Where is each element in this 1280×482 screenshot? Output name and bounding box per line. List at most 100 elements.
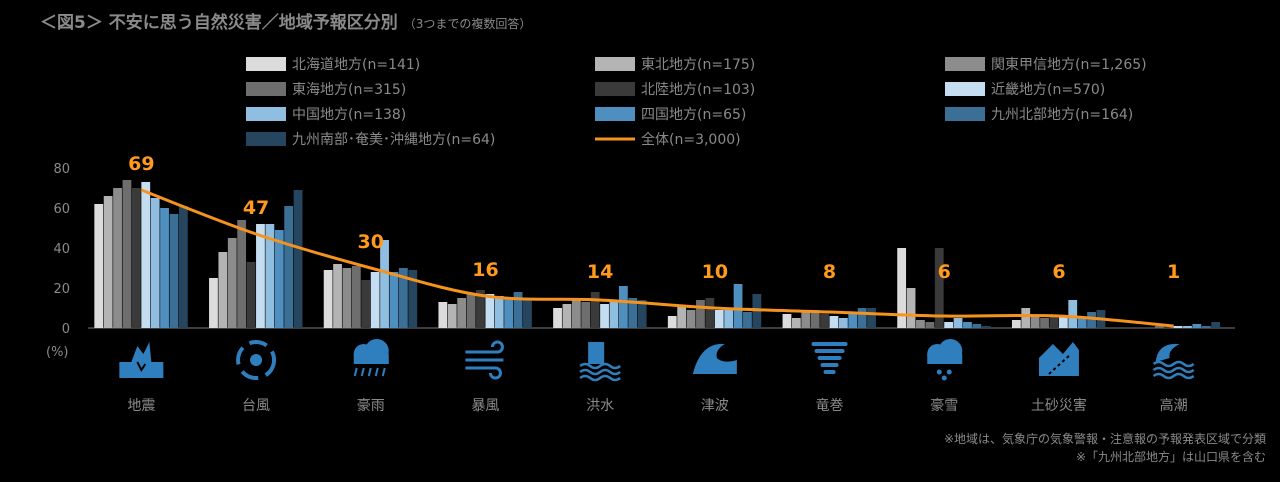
category-label-9: 高潮: [1160, 397, 1188, 414]
bar-0-1: [103, 196, 113, 328]
bar-8-3: [1040, 318, 1049, 328]
bar-8-6: [1068, 300, 1078, 328]
bar-6-9: [867, 308, 876, 328]
bar-4-6: [609, 300, 619, 328]
bar-6-7: [848, 312, 858, 328]
bar-4-9: [637, 300, 647, 328]
bar-9-7: [1192, 324, 1202, 328]
total-label-3: 16: [472, 259, 498, 281]
bar-0-4: [131, 188, 141, 328]
y-axis-label: (%): [46, 345, 69, 360]
total-label-5: 10: [702, 261, 728, 283]
bar-3-8: [513, 292, 523, 328]
bar-0-7: [160, 208, 169, 328]
flood-icon: [579, 342, 621, 382]
legend-label-0: 北海道地方(n=141): [292, 57, 420, 73]
legend-label-10: 全体(n=3,000): [641, 131, 741, 148]
legend-label-7: 四国地方(n=65): [641, 107, 746, 123]
bar-1-0: [209, 278, 218, 328]
bar-4-5: [600, 304, 609, 328]
bar-8-8: [1087, 312, 1096, 328]
category-label-8: 土砂災害: [1031, 398, 1087, 414]
bar-1-6: [265, 224, 275, 328]
bar-0-3: [122, 180, 132, 328]
bar-3-9: [523, 300, 532, 328]
bar-7-6: [953, 318, 963, 328]
legend-label-4: 北陸地方(n=103): [641, 82, 755, 98]
bar-3-5: [485, 294, 495, 328]
bar-2-9: [408, 270, 418, 328]
landslide-icon: [1038, 342, 1079, 376]
bar-0-2: [113, 188, 122, 328]
bar-0-9: [178, 206, 188, 328]
legend-label-1: 東北地方(n=175): [641, 57, 755, 73]
legend-swatch-7: [595, 107, 635, 121]
bar-2-2: [342, 268, 352, 328]
total-label-1: 47: [243, 197, 269, 219]
bar-1-1: [218, 252, 228, 328]
bar-0-8: [169, 214, 179, 328]
bar-5-7: [733, 284, 743, 328]
bar-4-3: [581, 302, 591, 328]
bar-7-2: [916, 320, 925, 328]
bar-7-7: [963, 322, 972, 328]
bar-8-0: [1011, 320, 1021, 328]
legend-swatch-4: [595, 82, 635, 96]
bars: [94, 180, 1221, 328]
category-label-5: 津波: [701, 398, 729, 414]
category-label-6: 竜巻: [816, 397, 844, 414]
bar-1-4: [246, 262, 256, 328]
bar-4-7: [618, 286, 628, 328]
total-series-line: [140, 188, 1174, 328]
bar-5-8: [743, 312, 752, 328]
typhoon-icon: [236, 340, 277, 380]
bar-9-3: [1154, 326, 1164, 328]
chart-title: ＜図5＞ 不安に思う自然災害／地域予報区分別 （3つまでの複数回答）: [40, 8, 531, 33]
legend-swatch-2: [945, 57, 985, 71]
category-labels: 地震 台風 豪雨 暴風 洪水 津波 竜巻 豪雪 土砂災害 高潮: [127, 397, 1187, 414]
bar-4-8: [628, 298, 638, 328]
bar-4-4: [590, 292, 600, 328]
footnote-2: ※「九州北部地方」は山口県を含む: [1075, 450, 1266, 464]
title-text: ＜図5＞ 不安に思う自然災害／地域予報区分別: [40, 13, 398, 33]
bar-0-0: [94, 204, 104, 328]
bar-8-7: [1077, 318, 1087, 328]
bar-3-2: [457, 298, 467, 328]
legend-swatch-8: [945, 107, 985, 121]
total-label-9: 1: [1167, 261, 1180, 283]
bar-6-8: [857, 308, 867, 328]
category-label-4: 洪水: [586, 398, 614, 414]
bar-6-1: [791, 318, 801, 328]
legend: 北海道地方(n=141) 東北地方(n=175) 関東甲信地方(n=1,265) 東海…: [246, 57, 1147, 148]
bar-2-1: [333, 264, 342, 328]
bar-5-0: [667, 316, 677, 328]
bar-7-5: [944, 322, 954, 328]
bar-3-3: [466, 294, 476, 328]
y-tick-3: 60: [53, 202, 70, 217]
bar-1-5: [256, 224, 265, 328]
bar-4-1: [562, 304, 572, 328]
bar-9-5: [1173, 326, 1183, 328]
bar-7-4: [934, 248, 944, 328]
bar-0-6: [150, 198, 160, 328]
bar-1-8: [284, 206, 294, 328]
storm-wind-icon: [465, 340, 504, 380]
bar-1-9: [293, 190, 303, 328]
bar-1-3: [237, 220, 247, 328]
legend-label-2: 関東甲信地方(n=1,265): [991, 57, 1147, 73]
bar-5-3: [696, 300, 705, 328]
bar-3-6: [494, 296, 504, 328]
total-label-0: 69: [128, 153, 154, 175]
y-tick-2: 40: [53, 242, 70, 257]
category-label-0: 地震: [127, 398, 155, 414]
tornado-icon: [811, 342, 848, 374]
category-icons: [119, 339, 1195, 382]
bar-5-1: [677, 306, 687, 328]
footnotes: ※地域は、気象庁の気象警報・注意報の予報発表区域で分類 ※「九州北部地方」は山口…: [944, 430, 1266, 466]
bar-9-9: [1211, 322, 1221, 328]
bar-7-9: [981, 326, 991, 328]
title-subtitle: （3つまでの複数回答）: [403, 17, 532, 31]
bar-3-1: [447, 304, 457, 328]
category-label-2: 豪雨: [357, 398, 385, 414]
total-label-6: 8: [823, 261, 836, 283]
